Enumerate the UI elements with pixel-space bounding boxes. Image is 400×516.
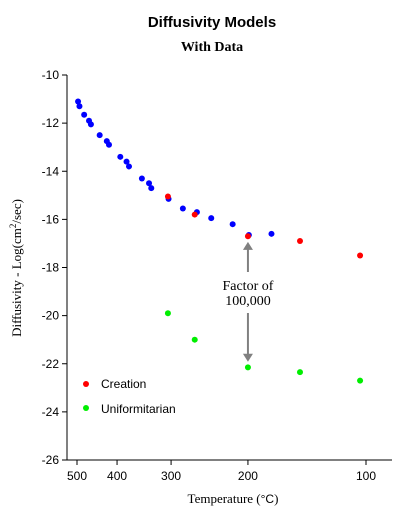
data-point <box>125 163 132 170</box>
x-axis-label-close: ) <box>274 491 278 506</box>
svg-text:Temperature (°C): Temperature (°C) <box>188 491 279 506</box>
creation-point <box>244 233 251 240</box>
y-tick-label: -26 <box>42 453 60 467</box>
y-axis-label-main: Diffusivity - Log(cm <box>9 228 24 337</box>
y-ticks: -10 -12 -14 -16 -18 -20 -22 -24 -26 <box>42 68 67 467</box>
x-tick-label: 200 <box>238 469 258 483</box>
data-point <box>87 121 94 128</box>
annotation-line-2: 100,000 <box>225 294 271 309</box>
data-point <box>117 153 124 160</box>
arrow-up-head <box>242 241 253 250</box>
legend-label-creation: Creation <box>101 377 146 391</box>
data-point <box>75 98 82 105</box>
x-tick-label: 400 <box>107 469 127 483</box>
creation-point <box>357 252 364 259</box>
chart-subtitle: With Data <box>181 40 243 55</box>
x-axis-label: Temperature (°C) <box>188 491 279 506</box>
y-tick-label: -22 <box>42 357 60 371</box>
y-tick-label: -18 <box>42 261 60 275</box>
x-tick-label: 300 <box>161 469 181 483</box>
y-tick-label: -14 <box>42 164 60 178</box>
legend-label-uniformitarian: Uniformitarian <box>101 402 176 416</box>
data-point <box>148 185 155 192</box>
chart-title: Diffusivity Models <box>148 14 276 31</box>
y-tick-label: -12 <box>42 116 60 130</box>
y-tick-label: -24 <box>42 405 60 419</box>
y-axis-label-sup: 2 <box>8 224 18 229</box>
x-ticks: 500 400 300 200 100 <box>67 460 376 483</box>
y-tick-label: -20 <box>42 309 60 323</box>
uniformitarian-point <box>191 336 198 343</box>
legend: Creation Uniformitarian <box>83 377 176 416</box>
data-point <box>76 103 83 110</box>
data-point <box>81 111 88 118</box>
y-tick-label: -10 <box>42 68 60 82</box>
data-point <box>179 205 186 212</box>
data-points <box>75 98 364 384</box>
x-axis-label-unit: °C <box>261 492 275 506</box>
svg-text:Diffusivity - Log(cm2/sec): Diffusivity - Log(cm2/sec) <box>8 199 24 337</box>
data-point <box>146 180 153 187</box>
uniformitarian-point <box>244 364 251 371</box>
uniformitarian-point <box>164 310 171 317</box>
data-point <box>229 221 236 228</box>
legend-swatch-creation <box>83 381 89 387</box>
data-point <box>268 230 275 237</box>
y-axis-label: Diffusivity - Log(cm2/sec) <box>8 199 24 337</box>
data-point <box>96 132 103 139</box>
y-axis-label-tail: /sec) <box>9 199 24 224</box>
legend-swatch-uniformitarian <box>83 405 89 411</box>
creation-point <box>164 193 171 200</box>
plot-area: -10 -12 -14 -16 -18 -20 -22 -24 -26 500 400 300 200… <box>42 68 392 483</box>
arrow-down-head <box>242 353 253 362</box>
y-tick-label: -16 <box>42 212 60 226</box>
data-point <box>105 141 112 148</box>
uniformitarian-point <box>357 377 364 384</box>
creation-point <box>191 211 198 218</box>
data-point <box>208 215 215 222</box>
annotation-line-1: Factor of <box>222 279 273 294</box>
x-tick-label: 500 <box>67 469 87 483</box>
data-point <box>138 175 145 182</box>
x-tick-label: 100 <box>356 469 376 483</box>
data-point <box>123 158 130 165</box>
uniformitarian-point <box>296 369 303 376</box>
creation-point <box>296 238 303 245</box>
x-axis-label-main: Temperature ( <box>188 491 261 506</box>
